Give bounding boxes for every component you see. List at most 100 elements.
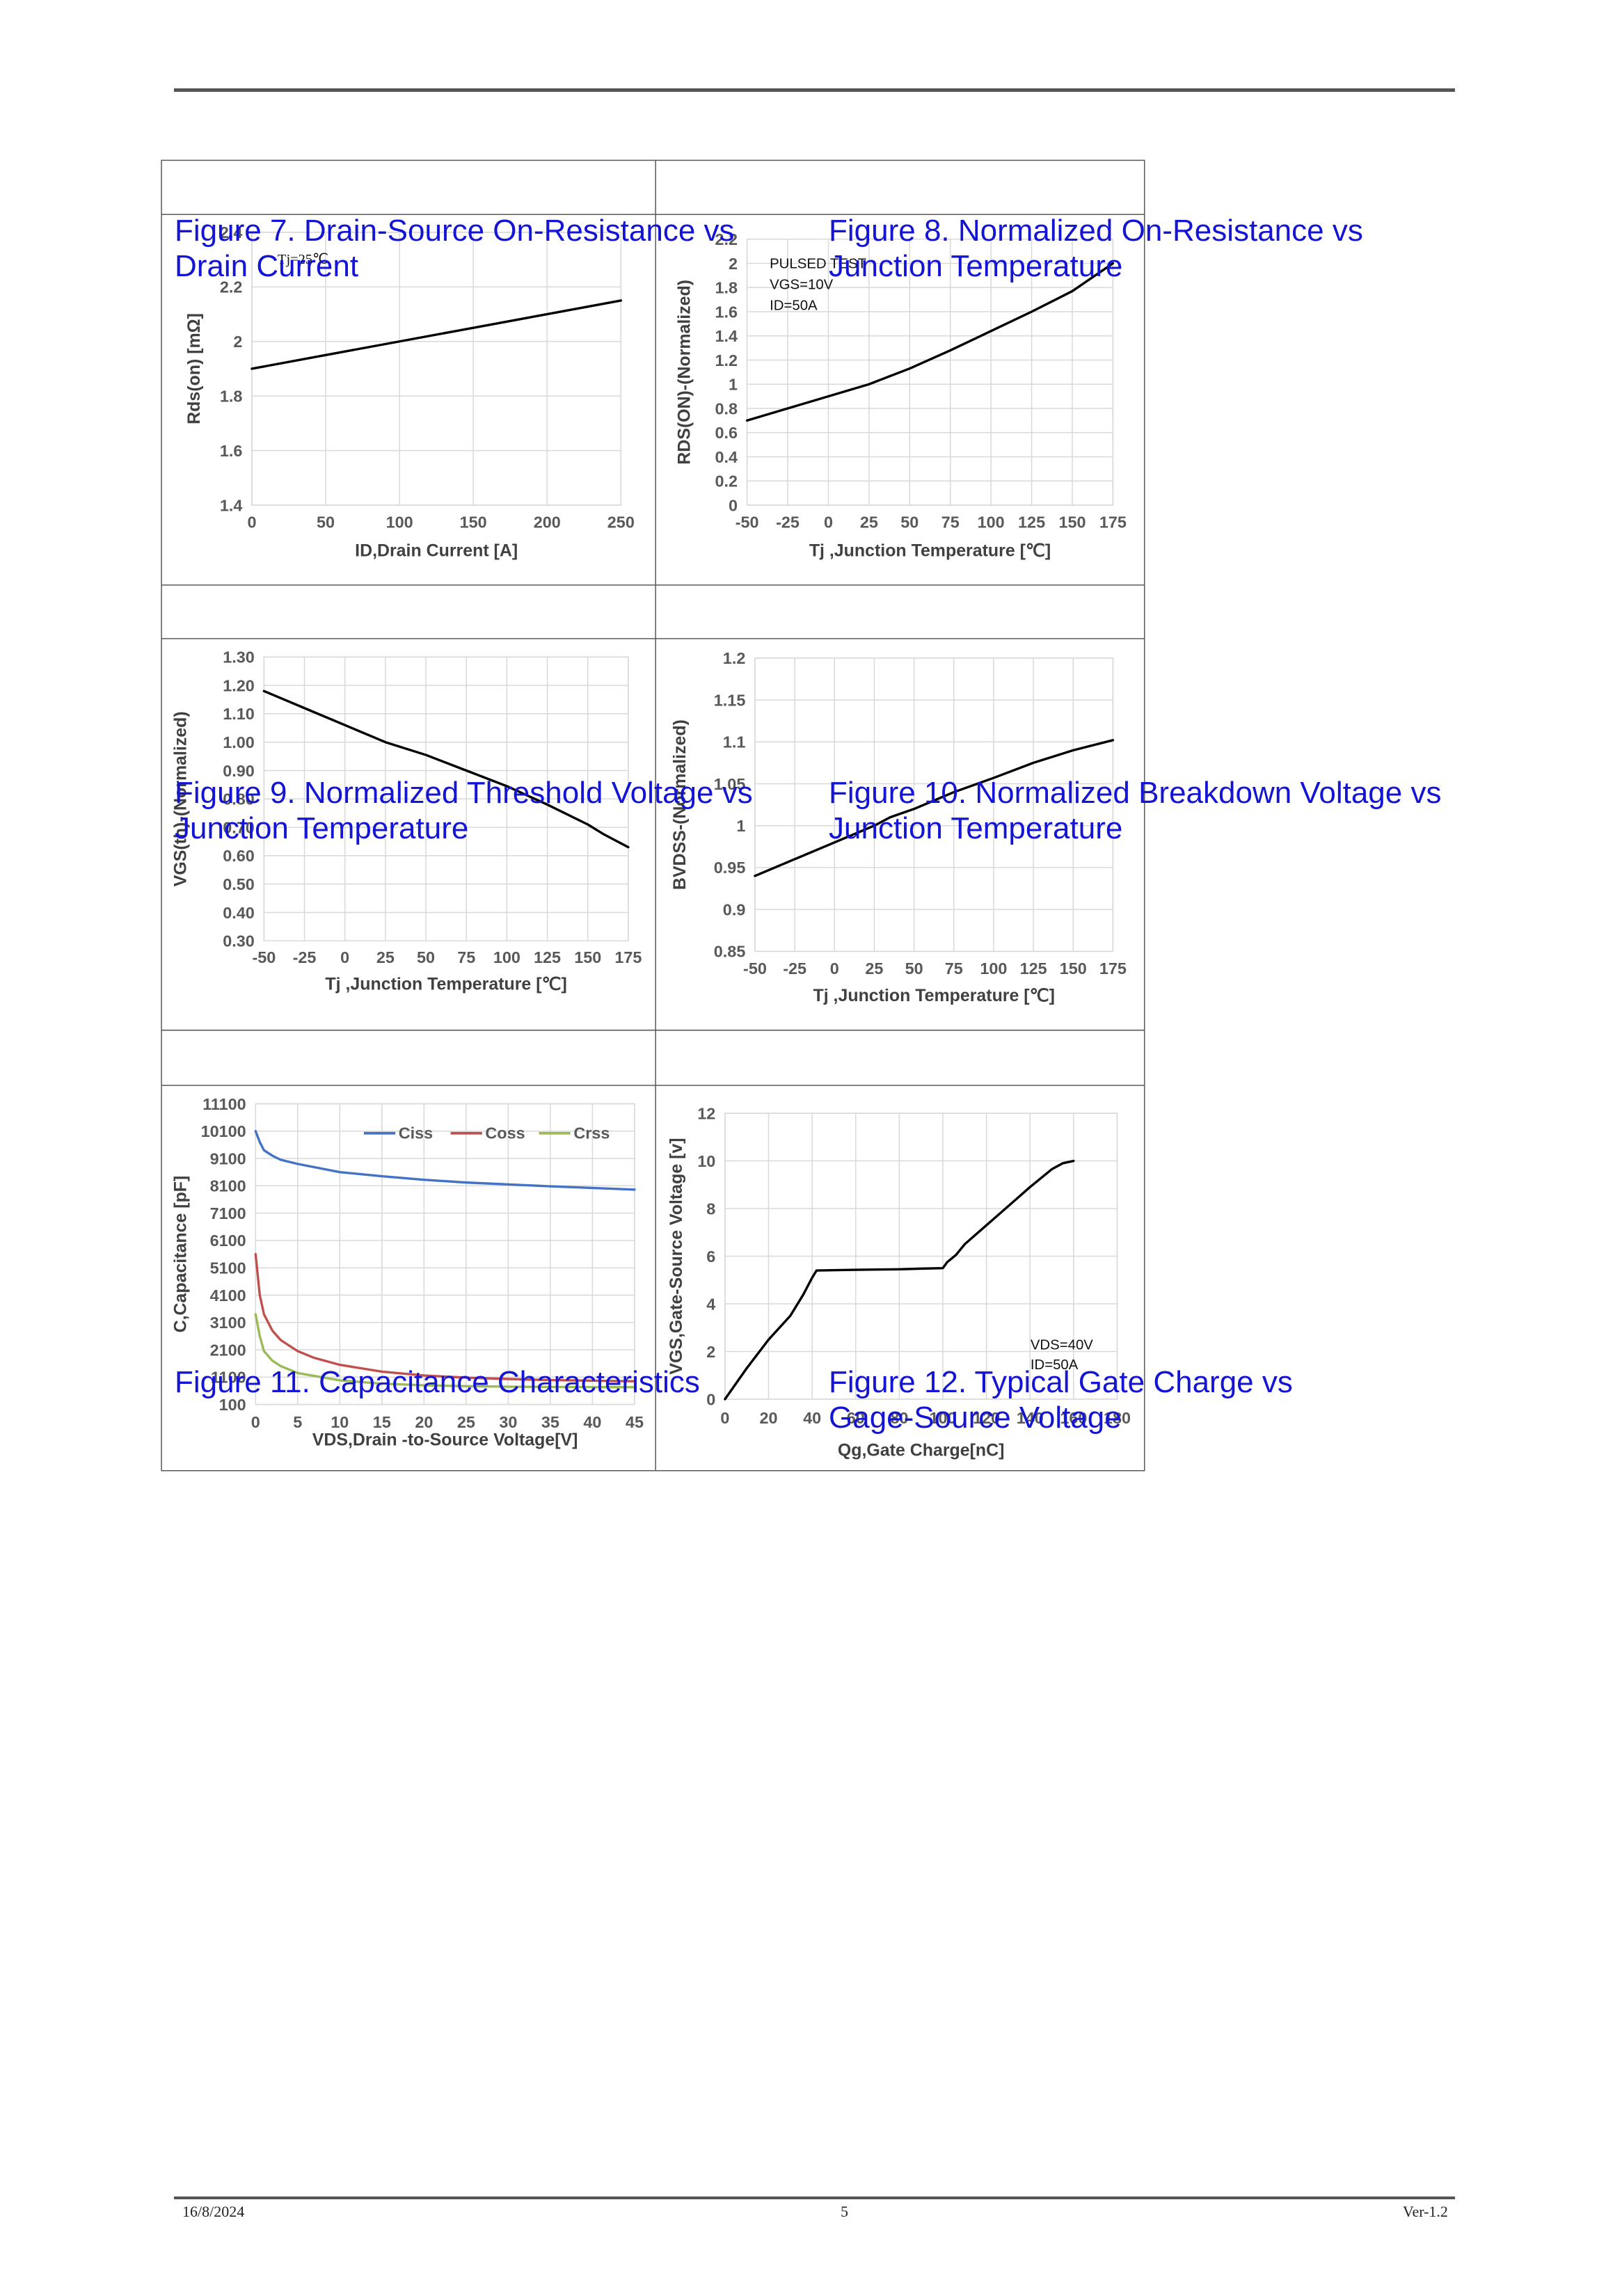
y-tick-label: 1.15 [714, 691, 746, 709]
y-tick-label: 0.85 [714, 943, 746, 961]
x-tick-label: 175 [1099, 959, 1127, 978]
y-axis-title: BVDSS-(Normalized) [670, 719, 690, 890]
y-tick-label: 0.80 [223, 790, 255, 808]
y-tick-label: 1.8 [715, 279, 738, 297]
figure-title: Figure 12. Typical Gate Charge vs Gage-So… [829, 1364, 1293, 1435]
x-tick-label: 50 [905, 959, 923, 978]
x-tick-label: 25 [376, 948, 395, 966]
y-tick-label: 2 [729, 255, 738, 273]
series-line [262, 689, 630, 849]
gridlines [724, 1113, 1118, 1400]
series-line-ciss [254, 1130, 636, 1191]
x-tick-label: 100 [978, 513, 1005, 531]
footer-version: Ver-1.2 [1403, 2203, 1448, 2220]
x-tick-label: 20 [415, 1413, 433, 1431]
x-tick-label: -25 [293, 948, 317, 966]
x-tick-label: 100 [980, 959, 1007, 978]
annotation-line: PULSED TEST [770, 256, 866, 271]
y-tick-label: 0.4 [715, 448, 738, 466]
figure-title-line: Junction Temperature [829, 811, 1123, 845]
y-tick-label: 1 [736, 817, 745, 835]
y-tick-label: 0.30 [223, 932, 255, 950]
x-tick-label: 0 [824, 513, 833, 531]
x-tick-label: -50 [743, 959, 767, 978]
chart-12: 0 20 40 60 80 100 120 140 160 180 0 2 4 6 8 10 12 Qg,Gate… [667, 1104, 1131, 1460]
figure-title: Figure 9. Normalized Threshold Voltage v… [175, 775, 753, 846]
y-axis-title: C,Capacitance [pF] [171, 1176, 191, 1333]
y-tick-label: 2 [706, 1343, 715, 1361]
x-tick-label: 50 [900, 513, 919, 531]
chart-8: -50 -25 0 25 50 75 100 125 150 175 0 0.2 0.4 0.6 0.8 1 1… [674, 230, 1127, 560]
y-tick-label: 100 [219, 1396, 246, 1414]
x-tick-label: 160 [1060, 1409, 1087, 1427]
series-line [724, 1159, 1075, 1401]
series-line [745, 262, 1115, 422]
x-tick-label: 80 [890, 1409, 908, 1427]
annotation-line: ID=50A [1031, 1357, 1079, 1373]
y-tick-label: 1100 [211, 1369, 246, 1387]
figure-title-line: Figure 12. Typical Gate Charge vs [829, 1365, 1293, 1399]
x-axis-title: Tj ,Junction Temperature [℃] [809, 541, 1051, 560]
x-tick-label: 175 [614, 948, 642, 966]
y-tick-label: 1.20 [223, 676, 255, 694]
footer-date: 16/8/2024 [182, 2203, 245, 2220]
x-axis-title: ID,Drain Current [A] [355, 541, 518, 560]
series-line-coss [254, 1252, 636, 1382]
y-tick-label: 8100 [210, 1177, 246, 1195]
x-tick-label: 180 [1104, 1409, 1131, 1427]
x-tick-label: 60 [847, 1409, 865, 1427]
y-tick-label: 1.00 [223, 733, 255, 751]
figure-title-line: Figure 8. Normalized On-Resistance vs [829, 214, 1363, 248]
y-tick-label: 7100 [210, 1204, 246, 1222]
annotation-line: VDS=40V [1031, 1337, 1093, 1353]
x-tick-label: 150 [574, 948, 601, 966]
x-tick-label: 150 [1058, 513, 1086, 531]
y-tick-label: 0.9 [723, 900, 746, 918]
gridlines [255, 1103, 635, 1405]
y-tick-label: 1.6 [220, 442, 243, 460]
y-tick-label: 0 [729, 496, 738, 514]
chart-11: 0 5 10 15 20 25 30 35 40 45 100 1100 2100 3100 4100 510… [171, 1095, 644, 1450]
plot-frame [255, 1103, 635, 1405]
x-tick-label: 10 [331, 1413, 349, 1431]
x-tick-label: -25 [776, 513, 800, 531]
y-tick-label: 1 [729, 376, 738, 394]
legend-label: Coss [485, 1124, 525, 1142]
x-tick-label: -50 [736, 513, 759, 531]
annotation-line: ID=50A [770, 298, 818, 314]
x-tick-label: 0 [830, 959, 839, 978]
plot-frame [754, 657, 1114, 952]
figure-title-line: Gage-Source Voltage [829, 1401, 1122, 1435]
x-tick-label: 120 [973, 1409, 1000, 1427]
x-tick-label: -25 [783, 959, 806, 978]
chart-9: -50 -25 0 25 50 75 100 125 150 175 0.30 0.40 0.50 0.6… [171, 648, 642, 994]
y-tick-label: 8 [706, 1199, 715, 1218]
y-tick-label: 4 [706, 1295, 715, 1313]
chart-10: -50 -25 0 25 50 75 100 125 150 175 0.85 0.9 0.95 1 1.0… [670, 649, 1127, 1005]
y-tick-label: 0.90 [223, 762, 255, 780]
y-tick-label: 0.60 [223, 847, 255, 865]
x-tick-label: 45 [626, 1413, 644, 1431]
figure-title-line: Figure 11. Capacitance Characteristics [175, 1365, 700, 1399]
x-axis-title: Tj ,Junction Temperature [℃] [813, 986, 1054, 1005]
legend: Ciss Coss Crss [363, 1124, 610, 1142]
x-tick-label: 0 [251, 1413, 260, 1431]
x-tick-label: 35 [541, 1413, 559, 1431]
x-tick-label: 75 [941, 513, 960, 531]
x-tick-label: 200 [534, 513, 561, 531]
figure-title: Figure 8. Normalized On-Resistance vs Jun… [829, 213, 1363, 284]
x-tick-label: 125 [534, 948, 561, 966]
x-tick-label: 50 [417, 948, 435, 966]
legend-label: Crss [573, 1124, 610, 1142]
y-tick-label: 1.10 [223, 705, 255, 723]
y-tick-label: 0 [706, 1390, 715, 1408]
y-axis-title: VGS(th)-(Normalized) [171, 711, 191, 886]
y-tick-label: 10100 [201, 1122, 246, 1140]
series-line [754, 739, 1115, 877]
y-tick-label: 12 [697, 1104, 715, 1122]
x-tick-label: 100 [929, 1409, 956, 1427]
y-tick-label: 6 [706, 1247, 715, 1266]
x-tick-label: 150 [1060, 959, 1087, 978]
y-tick-label: 2.2 [715, 230, 738, 248]
y-tick-label: 3100 [210, 1314, 246, 1332]
